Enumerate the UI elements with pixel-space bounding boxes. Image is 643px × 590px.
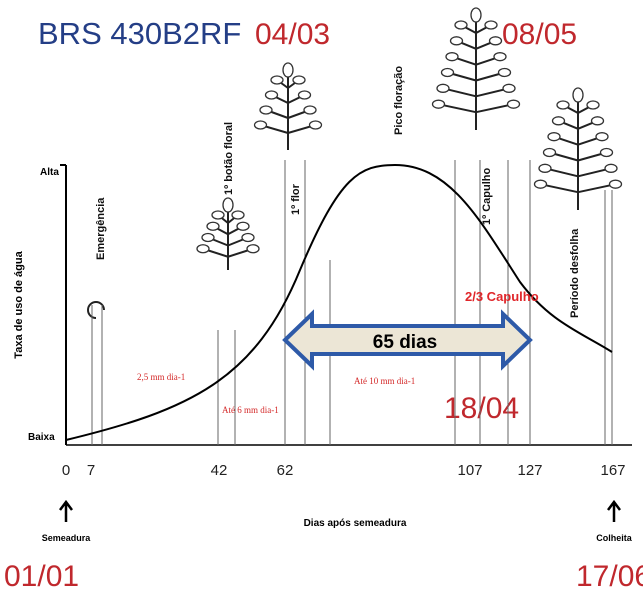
x-tick-label: 127 [517, 462, 542, 479]
plant-icon [431, 7, 521, 130]
stage-label: 1º Capulho [481, 168, 493, 225]
x-tick-label: 0 [62, 462, 70, 479]
stage-lines [91, 160, 613, 445]
stage-label: Emergência [95, 197, 107, 260]
stage-label: 1º botão floral [223, 122, 235, 195]
arrow-up [607, 499, 621, 522]
start-label: Semeadura [42, 533, 92, 543]
plant-icon [533, 87, 623, 210]
x-tick-label: 107 [457, 462, 482, 479]
x-axis-label: Dias após semeadura [304, 518, 407, 529]
stage-label: Período desfolha [569, 228, 581, 318]
date-harvest: 17/06 [576, 560, 643, 590]
stage-label: 1º flor [290, 183, 302, 215]
duration: 65 dias [373, 332, 437, 353]
date-mid: 18/04 [444, 392, 519, 425]
plant-icons [87, 7, 623, 319]
arrow-up [59, 499, 73, 522]
y-high: Alta [40, 167, 59, 178]
y-axis-label: Taxa de uso de água [13, 250, 25, 358]
end-label: Colheita [596, 533, 632, 543]
rate-3: Até 10 mm dia-1 [354, 376, 415, 386]
x-tick-label: 62 [277, 462, 294, 479]
x-tick-label: 7 [87, 462, 95, 479]
date-boll: 08/05 [502, 18, 577, 51]
rate-1: 2,5 mm dia-1 [137, 372, 185, 382]
stage-label: Pico floração [393, 66, 405, 135]
date-start: 01/01 [4, 560, 79, 590]
two-thirds-boll: 2/3 Capulho [465, 289, 539, 304]
y-low: Baixa [28, 432, 55, 443]
x-tick-label: 167 [600, 462, 625, 479]
duration-arrow [282, 309, 533, 371]
title: BRS 430B2RF [38, 16, 241, 51]
rate-2: Até 6 mm dia-1 [222, 405, 279, 415]
date-flower: 04/03 [255, 18, 330, 51]
water-use-curve [65, 163, 613, 441]
x-tick-label: 42 [211, 462, 228, 479]
plant-icon [253, 62, 323, 150]
plant-icon [196, 197, 260, 270]
